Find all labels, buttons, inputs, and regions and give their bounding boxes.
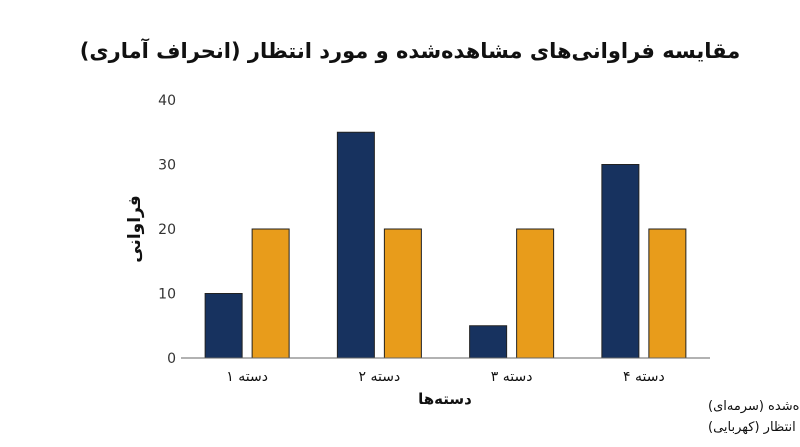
bar-observed-3 bbox=[469, 325, 508, 359]
y-axis-label: فراوانی bbox=[125, 195, 145, 263]
y-ticks: 0 10 20 30 40 bbox=[158, 93, 176, 367]
x-category-label: دسته ۳ bbox=[491, 369, 533, 385]
bar-expected-4 bbox=[648, 228, 687, 359]
x-axis-label: دسته‌ها bbox=[418, 390, 472, 408]
chart-title: مقایسه فراوانی‌های مشاهده‌شده و مورد انت… bbox=[80, 38, 740, 63]
x-categories: دسته ۱ دسته ۲ دسته ۳ دسته ۴ bbox=[226, 369, 664, 385]
bar-expected-3 bbox=[516, 228, 555, 359]
x-category-label: دسته ۱ bbox=[226, 369, 268, 385]
y-tick-label: 0 bbox=[167, 351, 176, 367]
y-tick-label: 10 bbox=[158, 287, 176, 303]
y-tick-label: 30 bbox=[158, 158, 176, 174]
bar-observed-1 bbox=[204, 293, 243, 359]
note-observed: مشاهده‌شده (سرمه‌ای) bbox=[708, 399, 800, 414]
note-expected: مورد انتظار (کهربایی) bbox=[708, 420, 800, 435]
x-category-label: دسته ۲ bbox=[359, 369, 401, 385]
bars bbox=[204, 131, 687, 359]
y-tick-label: 40 bbox=[158, 93, 176, 109]
y-tick-label: 20 bbox=[158, 222, 176, 238]
bar-observed-4 bbox=[601, 164, 640, 359]
x-category-label: دسته ۴ bbox=[623, 369, 665, 385]
bar-expected-1 bbox=[251, 228, 290, 359]
bar-observed-2 bbox=[336, 131, 375, 359]
bar-expected-2 bbox=[383, 228, 422, 359]
